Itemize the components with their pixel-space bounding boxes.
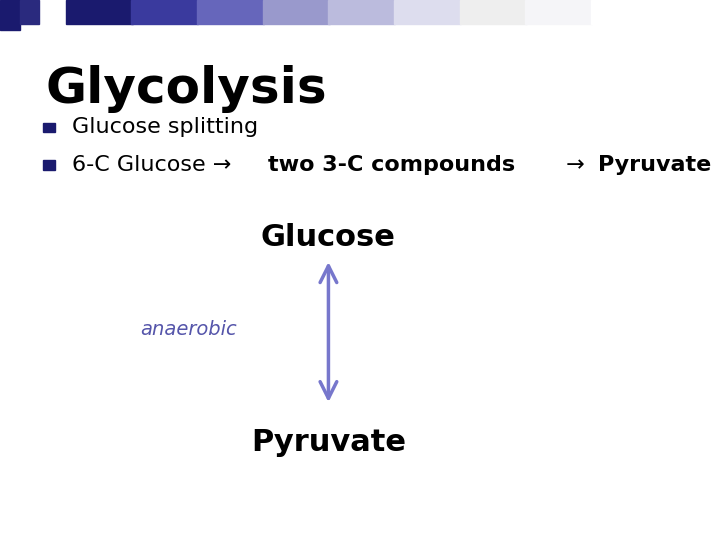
Text: anaerobic: anaerobic	[140, 320, 236, 339]
Bar	[131, 0, 199, 24]
Bar	[66, 0, 132, 24]
Bar	[197, 0, 264, 24]
Text: 6-C Glucose →: 6-C Glucose →	[72, 154, 239, 175]
Text: Glucose splitting: Glucose splitting	[72, 117, 258, 137]
Bar	[19, 0, 40, 24]
Text: Pyruvate: Pyruvate	[251, 428, 406, 457]
Text: Pyruvate: Pyruvate	[598, 154, 711, 175]
Text: two 3-C compounds: two 3-C compounds	[269, 154, 516, 175]
Bar	[526, 0, 593, 24]
Text: Glycolysis: Glycolysis	[46, 65, 328, 113]
Bar	[42, 160, 55, 170]
Text: Glucose: Glucose	[261, 223, 396, 252]
Bar	[263, 0, 330, 24]
Bar	[328, 0, 395, 24]
Bar	[460, 0, 527, 24]
Bar	[0, 0, 19, 30]
Text: →: →	[559, 154, 592, 175]
Bar	[42, 123, 55, 132]
Bar	[394, 0, 461, 24]
Bar	[591, 0, 658, 24]
